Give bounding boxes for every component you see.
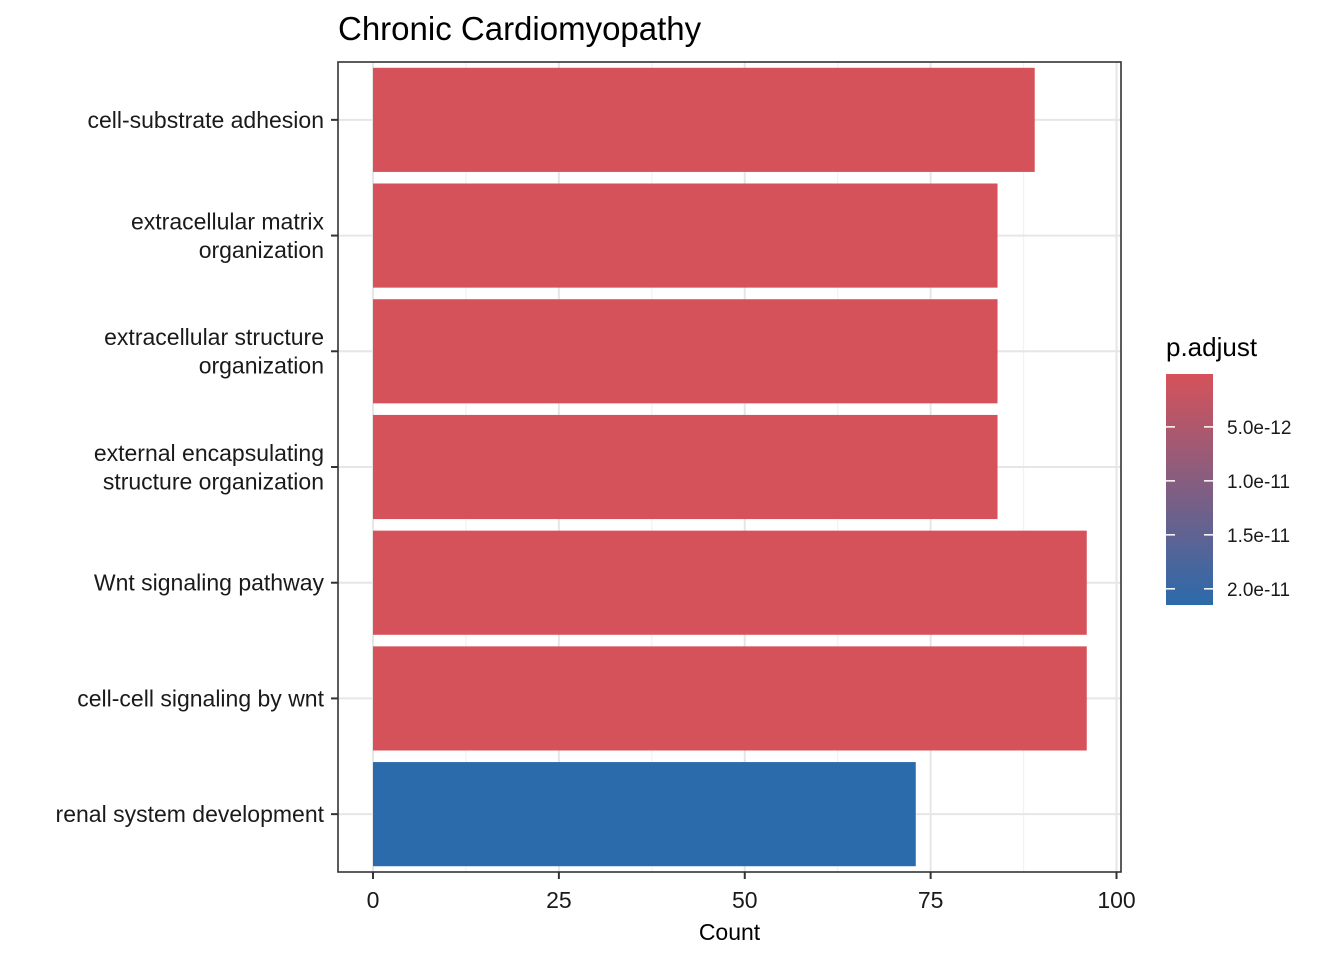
colorbar-tick-label: 1.5e-11 [1227, 526, 1290, 547]
colorbar [1166, 374, 1213, 605]
y-tick-label-line: cell-cell signaling by wnt [77, 685, 324, 711]
y-tick-label-line: renal system development [56, 801, 325, 827]
x-tick-label: 75 [918, 887, 944, 913]
y-tick-label: renal system development [56, 801, 325, 827]
bar [373, 530, 1087, 635]
y-tick-label-line: Wnt signaling pathway [94, 570, 325, 596]
x-axis-title: Count [699, 919, 761, 945]
y-tick-label-line: organization [199, 237, 324, 263]
y-tick-label-line: cell-substrate adhesion [87, 107, 324, 133]
y-tick-label: extracellular matrix organization [131, 208, 324, 263]
x-tick-label: 0 [367, 887, 380, 913]
y-tick-label: Wnt signaling pathway [94, 570, 325, 596]
x-axis: 0 25 50 75 100 [367, 872, 1136, 913]
bar [373, 646, 1087, 751]
y-tick-label: external encapsulating structure organiza… [94, 440, 324, 495]
y-tick-label-line: extracellular structure [104, 324, 324, 350]
color-legend: p.adjust 5.0e-12 1.0e-11 1.5e-11 2.0e-11 [1166, 332, 1291, 605]
x-tick-label: 25 [546, 887, 572, 913]
bar [373, 67, 1035, 172]
y-tick-label: extracellular structure organization [104, 324, 324, 379]
y-tick-label: cell-substrate adhesion [87, 107, 324, 133]
y-tick-label-line: organization [199, 353, 324, 379]
bar [373, 762, 916, 867]
colorbar-tick-label: 5.0e-12 [1227, 418, 1291, 439]
x-tick-label: 100 [1097, 887, 1135, 913]
legend-title: p.adjust [1166, 332, 1258, 362]
chart-title: Chronic Cardiomyopathy [338, 10, 702, 47]
y-tick-label-line: structure organization [103, 468, 324, 494]
y-tick-label: cell-cell signaling by wnt [77, 685, 324, 711]
colorbar-tick-label: 2.0e-11 [1227, 580, 1290, 601]
y-axis: cell-substrate adhesion extracellular mat… [56, 107, 338, 827]
x-tick-label: 50 [732, 887, 758, 913]
colorbar-tick-label: 1.0e-11 [1227, 472, 1290, 493]
bar [373, 183, 998, 288]
bar [373, 299, 998, 404]
y-tick-label-line: external encapsulating [94, 440, 324, 466]
y-tick-label-line: extracellular matrix [131, 208, 324, 234]
bars [373, 67, 1087, 867]
bar [373, 414, 998, 520]
